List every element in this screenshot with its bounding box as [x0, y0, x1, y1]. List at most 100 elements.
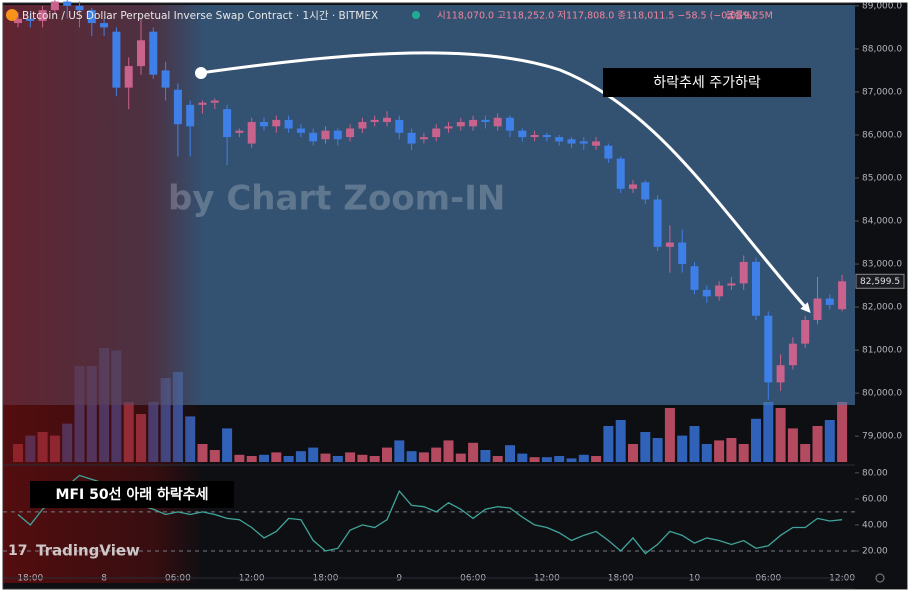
candle-body [26, 18, 35, 21]
volume-bar [751, 418, 761, 462]
candle-body [530, 134, 539, 138]
volume-bar [787, 428, 798, 462]
volume-bar [578, 454, 589, 462]
watermark: by Chart Zoom-IN [168, 179, 505, 219]
candle-body [801, 319, 810, 344]
ohlc-header: 시118,070.0 고118,252.0 저117,808.0 종118,01… [437, 11, 755, 22]
candle-body [124, 66, 133, 88]
candle-body [752, 261, 760, 316]
candle-body [739, 261, 748, 284]
candle-body [260, 122, 268, 127]
volume-bar [824, 420, 835, 462]
volume-header: 볼륨9.25M [726, 11, 773, 22]
candle-body [665, 242, 674, 247]
volume-bar [726, 438, 737, 462]
volume-bar [332, 456, 343, 462]
volume-bar [418, 452, 429, 462]
candle-body [198, 102, 207, 105]
volume-bar [738, 444, 749, 462]
candle-body [333, 130, 342, 140]
status-dot [412, 11, 420, 19]
y-tick-label: 87,000.0 [862, 87, 902, 97]
candle-body [702, 289, 711, 297]
y-tick-label: 82,000.0 [862, 303, 902, 313]
volume-bar [209, 450, 220, 462]
volume-bar [603, 426, 614, 462]
volume-bar [234, 454, 245, 462]
volume-bar [714, 440, 725, 462]
annotation-box [30, 481, 234, 508]
candle-body [173, 89, 182, 125]
volume-bar [591, 456, 602, 462]
volume-bar [640, 432, 651, 462]
candle-body [788, 343, 797, 366]
candle-body [358, 122, 367, 129]
volume-bar [701, 444, 712, 462]
annotation-box [603, 68, 811, 97]
candle-body [653, 199, 662, 247]
trend-arrow [199, 51, 811, 314]
volume-bar [615, 420, 626, 462]
annotation: MFI 50선 아래 하락추세 [56, 486, 209, 503]
candle-body [419, 137, 428, 140]
volume-bar [529, 457, 540, 462]
candle-body [223, 109, 232, 138]
volume-bar [517, 453, 528, 462]
candle-body [309, 132, 318, 142]
volume-bar [628, 444, 638, 462]
y-tick-label: 84,000.0 [862, 217, 902, 227]
settings-icon[interactable] [875, 573, 885, 583]
last-price-label: 82,599.5 [860, 277, 900, 287]
volume-bar [382, 447, 392, 462]
y-tick-label: 60.00 [862, 494, 888, 504]
candle-body [727, 283, 736, 286]
candle-body [715, 285, 724, 297]
y-tick-label: 79,000.0 [862, 432, 902, 442]
candle-body [38, 10, 47, 21]
candle-body [690, 266, 699, 290]
candle-body [567, 139, 576, 144]
logo-mark: 17 [8, 543, 27, 559]
candle-body [506, 117, 514, 131]
candle-body [592, 141, 601, 146]
y-tick-label: 20.00 [862, 546, 888, 556]
volume-bar [468, 442, 479, 462]
volume-bar [800, 444, 811, 462]
candle-body [63, 1, 72, 6]
volume-bar [295, 451, 306, 462]
candle-body [210, 100, 219, 103]
candle-body [444, 126, 453, 129]
candle-body [838, 281, 847, 310]
candle-body [383, 117, 391, 123]
candle-body [493, 117, 502, 127]
y-tick-label: 85,000.0 [862, 173, 902, 183]
y-tick-label: 89,000.0 [862, 1, 902, 11]
axis-bg [855, 3, 907, 589]
volume-bar [652, 438, 663, 462]
volume-bar [492, 456, 503, 462]
candle-body [456, 122, 465, 127]
volume-bar [308, 447, 319, 462]
volume-bar [283, 456, 294, 462]
volume-bar [689, 426, 700, 462]
candle-body [629, 184, 637, 189]
volume-bar [505, 445, 515, 462]
candle-body [370, 119, 379, 123]
y-tick-label: 83,000.0 [862, 260, 902, 270]
candle-body [296, 128, 305, 133]
candle-body [87, 10, 96, 24]
volume-bar [246, 456, 257, 462]
candle-body [50, 1, 59, 11]
volume-bar [357, 454, 368, 462]
y-tick-label: 81,000.0 [862, 346, 902, 356]
volume-bar [345, 452, 356, 462]
volume-bar [320, 453, 331, 462]
candle-body [395, 119, 404, 133]
volume-bar [443, 440, 454, 462]
candle-body [641, 182, 650, 200]
volume-bar [222, 428, 233, 462]
candle-body [100, 23, 109, 28]
candle-body [137, 40, 145, 67]
volume-bar [541, 457, 552, 462]
